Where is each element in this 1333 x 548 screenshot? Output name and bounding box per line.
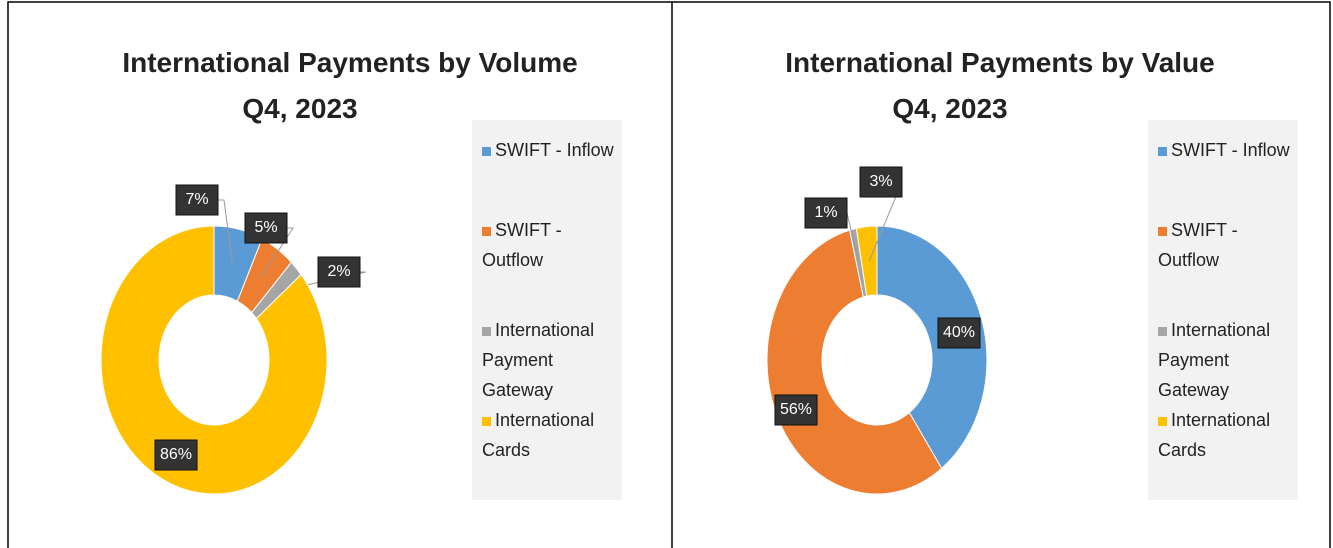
frame [7,1,1331,548]
label-box [317,256,361,288]
data-label: 86% [160,446,192,463]
label-box [859,166,903,198]
legend-item: SWIFT - Outflow [1158,215,1298,275]
legend-swatch [482,227,491,236]
legend-item: International Cards [1158,405,1298,465]
legend-label: International Payment Gateway [482,320,595,400]
data-label: 2% [327,263,350,280]
data-label: 7% [185,191,208,208]
leader-line [846,212,860,264]
legend-label: International Cards [1158,410,1271,460]
legend-item: SWIFT - Outflow [482,215,622,275]
donut-slice [766,229,943,495]
legend: SWIFT - Inflow SWIFT - Outflow Internation… [472,120,622,500]
legend-label: SWIFT - Inflow [1171,140,1290,160]
legend-swatch [482,147,491,156]
legend-swatch [1158,227,1167,236]
label-box [244,212,288,244]
label-box [774,394,818,426]
donut-slice [876,225,988,470]
donut-slice [100,225,328,495]
label-box [804,197,848,229]
legend-swatch [482,417,491,426]
legend-label: SWIFT - Outflow [1158,220,1238,270]
label-box [937,317,981,349]
chart-title: International Payments by Volume [122,47,577,78]
legend-label: International Payment Gateway [1158,320,1271,400]
leader-line [218,199,233,263]
legend-item: SWIFT - Inflow [482,135,622,165]
data-label: 3% [869,173,892,190]
legend-label: SWIFT - Outflow [482,220,562,270]
legend-swatch [1158,417,1167,426]
donut-slice [855,225,878,297]
legend-item: International Payment Gateway [1158,315,1298,405]
legend-swatch [1158,147,1167,156]
chart-title: International Payments by Value [785,47,1214,78]
data-label: 40% [943,324,975,341]
legend-item: International Payment Gateway [482,315,622,405]
data-label: 5% [254,219,277,236]
leader-line [260,227,294,278]
legend-swatch [1158,327,1167,336]
label-box [154,439,198,471]
legend-label: International Cards [482,410,595,460]
data-label: 56% [780,401,812,418]
chart-subtitle: Q4, 2023 [892,93,1007,124]
data-label: 1% [814,204,837,221]
chart-subtitle: Q4, 2023 [242,93,357,124]
label-box [175,184,219,216]
legend-item: SWIFT - Inflow [1158,135,1298,165]
legend-swatch [482,327,491,336]
legend-label: SWIFT - Inflow [495,140,614,160]
legend-item: International Cards [482,405,622,465]
legend: SWIFT - Inflow SWIFT - Outflow Internation… [1148,120,1298,500]
